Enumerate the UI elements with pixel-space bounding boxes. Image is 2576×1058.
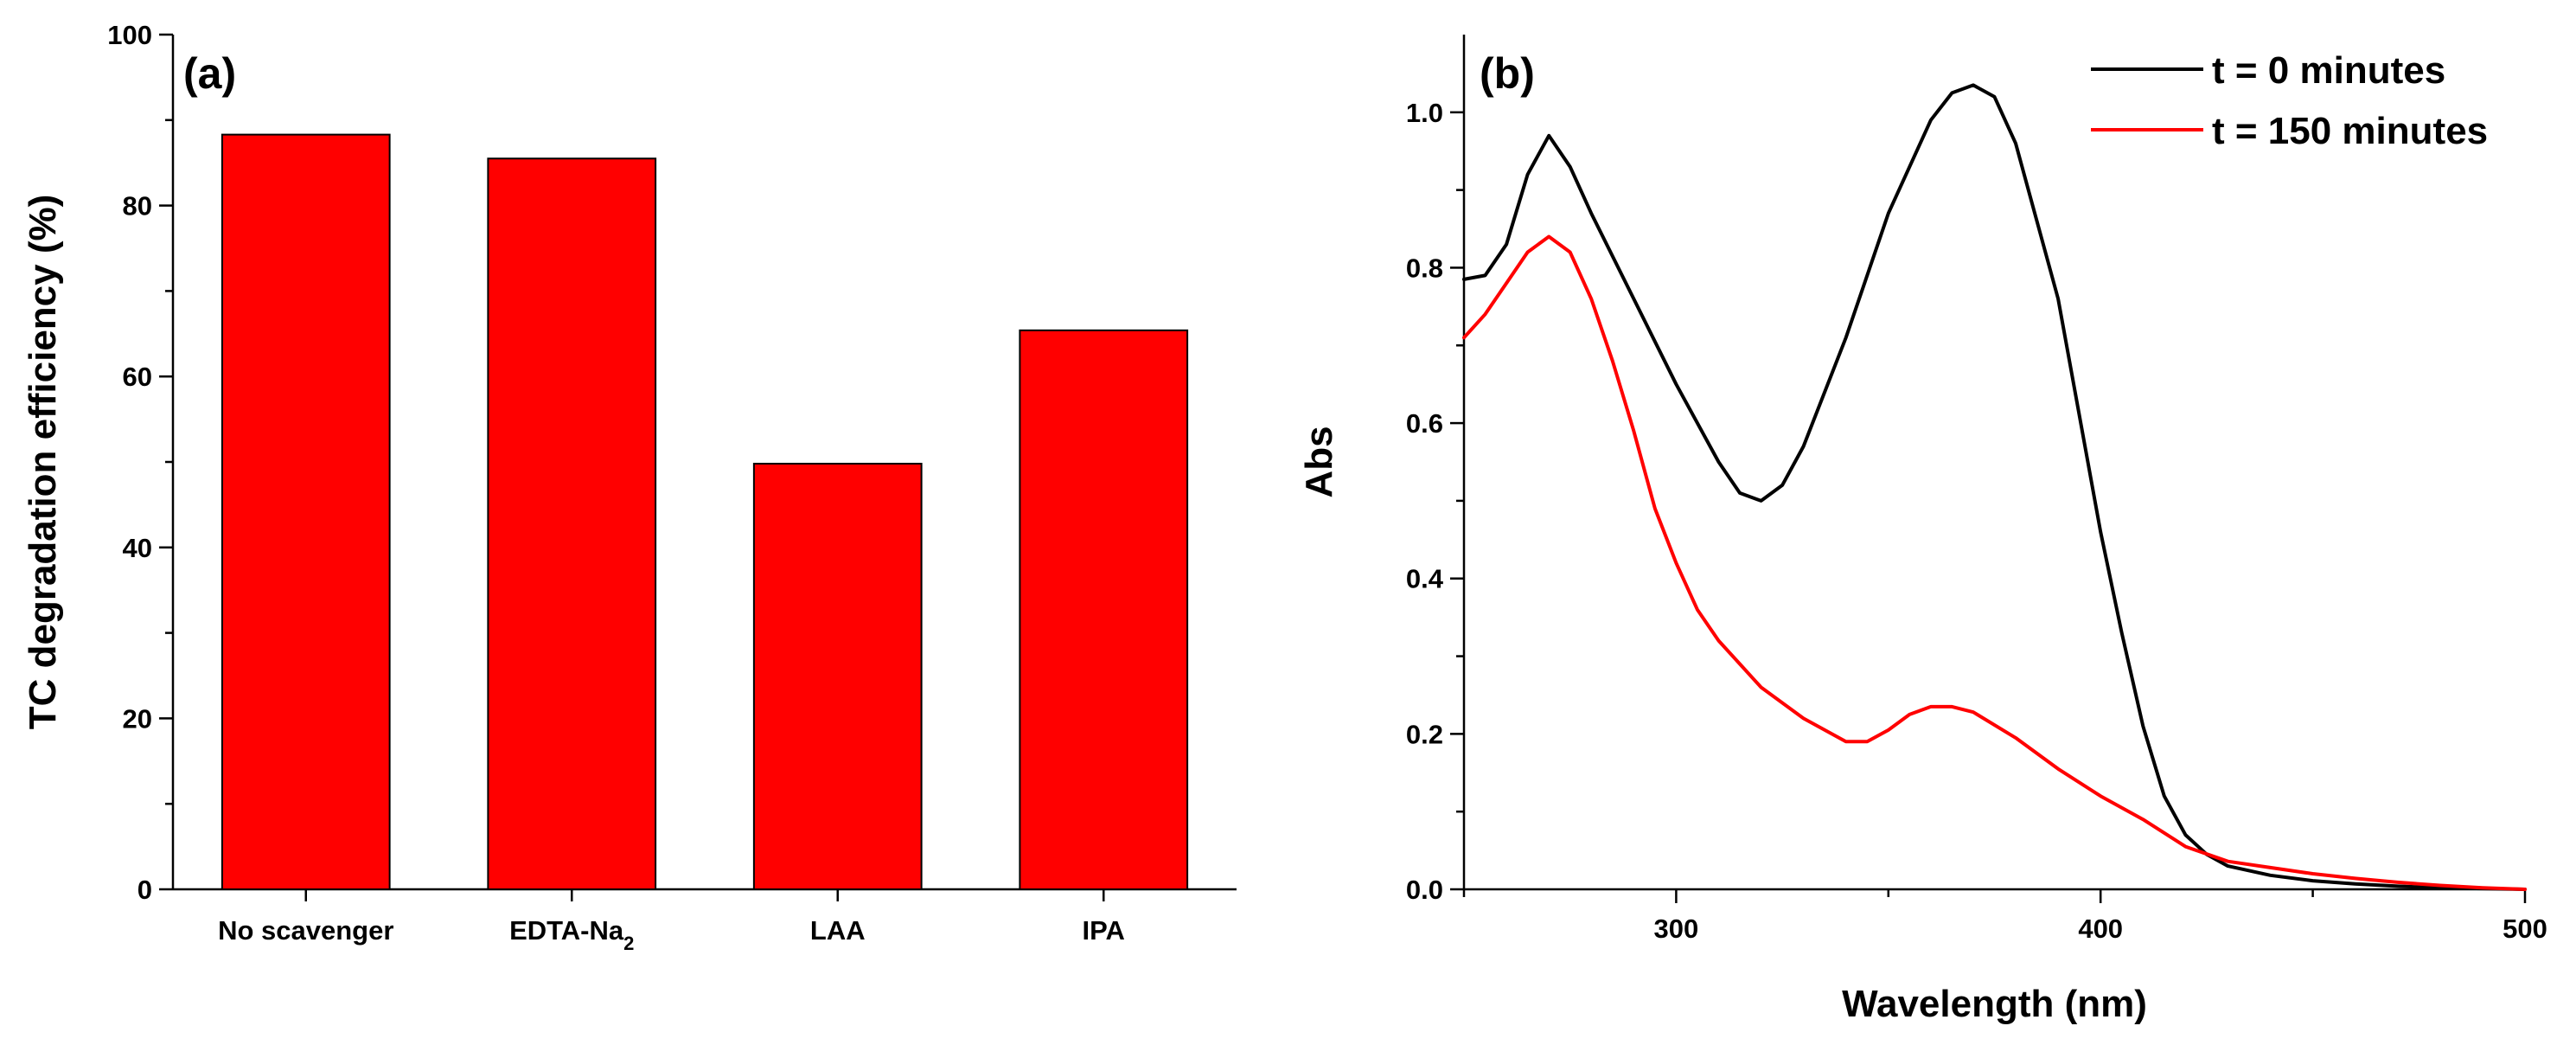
panel-label-a: (a) bbox=[183, 49, 236, 98]
y-tick-label: 20 bbox=[123, 703, 152, 734]
x-tick-label-text: IPA bbox=[1083, 915, 1125, 946]
y-tick-label: 80 bbox=[123, 191, 152, 221]
legend-label-1: t = 0 minutes bbox=[2212, 49, 2445, 92]
y-tick-label: 0 bbox=[137, 875, 152, 905]
panel-label-b: (b) bbox=[1480, 49, 1535, 98]
x-tick-label-subscript: 2 bbox=[623, 933, 634, 954]
x-tick-label-text: EDTA-Na bbox=[509, 915, 624, 946]
x-tick-label-text: LAA bbox=[810, 915, 866, 946]
series-line-1 bbox=[1462, 83, 2527, 891]
y-tick-label: 100 bbox=[107, 20, 152, 50]
y-axis-title: Abs bbox=[1298, 426, 1340, 497]
x-tick-label: No scavenger bbox=[218, 915, 393, 946]
y-tick-label: 0.8 bbox=[1406, 253, 1443, 283]
y-tick-label: 60 bbox=[123, 362, 152, 392]
bar-chart-panel: 0 20 40 60 80 100 No scavenger EDTA-Na2 LAA IPA TC… bbox=[22, 20, 1237, 954]
x-tick-label: 500 bbox=[2502, 914, 2547, 944]
x-tick-label: EDTA-Na2 bbox=[509, 915, 634, 954]
y-tick-label: 0.0 bbox=[1406, 875, 1443, 905]
y-tick-label: 0.4 bbox=[1406, 564, 1444, 594]
y-tick-label: 0.6 bbox=[1406, 408, 1443, 439]
y-tick-label: 1.0 bbox=[1406, 98, 1443, 128]
y-tick-label: 0.2 bbox=[1406, 719, 1443, 749]
bar-3 bbox=[752, 462, 923, 890]
x-axis-title: Wavelength (nm) bbox=[1842, 983, 2147, 1025]
y-tick-label: 40 bbox=[123, 533, 152, 563]
y-axis-title: TC degradation efficiency (%) bbox=[22, 195, 64, 730]
line-chart-panel: 0.0 0.2 0.4 0.6 0.8 1.0 300 400 500 t = 0 minutes… bbox=[1298, 35, 2547, 1025]
x-tick-label: 300 bbox=[1654, 914, 1699, 944]
bar-4 bbox=[1019, 329, 1189, 890]
series-line-2 bbox=[1462, 234, 2527, 891]
x-tick-label-text: No scavenger bbox=[218, 915, 393, 946]
bar-2 bbox=[487, 157, 657, 890]
x-tick-label: LAA bbox=[810, 915, 866, 946]
x-tick-label: 400 bbox=[2078, 914, 2123, 944]
bar-1 bbox=[221, 133, 391, 890]
x-tick-label: IPA bbox=[1083, 915, 1125, 946]
legend-label-2: t = 150 minutes bbox=[2212, 110, 2488, 152]
